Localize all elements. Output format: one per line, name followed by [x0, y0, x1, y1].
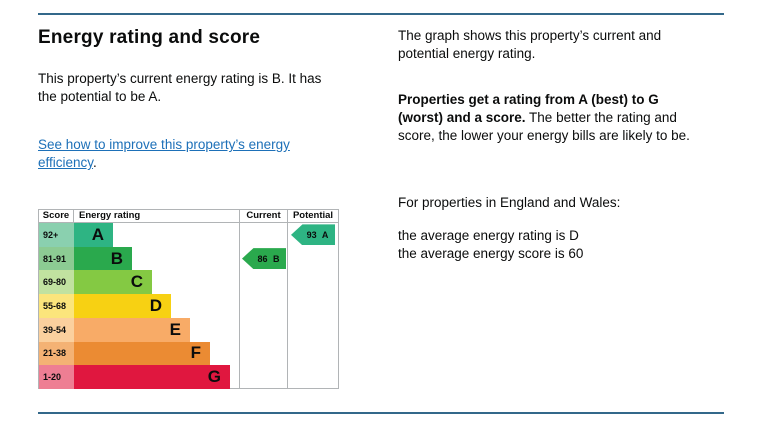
current-rating-summary: This property’s current energy rating is…	[38, 71, 322, 104]
band-row-g: 1-20 G	[39, 365, 239, 390]
score-range-b: 81-91	[39, 246, 74, 271]
score-range-g: 1-20	[39, 365, 74, 390]
band-row-d: 55-68 D	[39, 294, 239, 318]
page-title: Energy rating and score	[38, 27, 261, 48]
rating-explanation-rest: The better the rating and score, the low…	[398, 110, 690, 143]
band-bar-g: G	[74, 365, 230, 390]
graph-description: The graph shows this property’s current …	[398, 28, 662, 61]
potential-column: 93 A	[288, 223, 338, 389]
averages-block: the average energy rating is D the avera…	[398, 227, 694, 263]
column-header-energy-rating: Energy rating	[74, 210, 240, 222]
chart-body: 92+ A 81-91 B 69-80 C 55-68 D 39-54 E 21-38 F 1-20 G …	[39, 223, 338, 390]
current-column: 86 B	[240, 223, 288, 389]
average-score-line: the average energy score is 60	[398, 246, 584, 261]
score-range-a: 92+	[39, 223, 74, 247]
energy-rating-chart: Score Energy rating Current Potential 92…	[38, 209, 339, 390]
rating-explanation: Properties get a rating from A (best) to…	[398, 91, 694, 145]
band-bar-a: A	[74, 223, 113, 247]
rating-explanation-bold: Properties get a rating from A (best) to…	[398, 92, 659, 125]
band-bar-f: F	[74, 341, 210, 366]
column-header-score: Score	[39, 210, 74, 222]
band-row-e: 39-54 E	[39, 317, 239, 342]
potential-rating-arrow: 93 A	[291, 224, 335, 246]
band-row-c: 69-80 C	[39, 270, 239, 295]
bands-column: 92+ A 81-91 B 69-80 C 55-68 D 39-54 E 21-38 F 1-20 G	[39, 223, 240, 390]
score-range-e: 39-54	[39, 317, 74, 342]
column-header-potential: Potential	[292, 210, 334, 221]
section-divider-top	[38, 13, 724, 15]
band-bar-c: C	[74, 270, 152, 295]
score-range-c: 69-80	[39, 270, 74, 295]
band-row-b: 81-91 B	[39, 246, 239, 271]
region-statement: For properties in England and Wales:	[398, 195, 621, 210]
column-header-current: Current	[240, 210, 288, 222]
score-range-f: 21-38	[39, 341, 74, 366]
improve-efficiency-paragraph: See how to improve this property’s energ…	[38, 136, 340, 172]
current-rating-arrow: 86 B	[242, 248, 286, 270]
band-bar-d: D	[74, 294, 171, 318]
section-divider-bottom	[38, 412, 724, 414]
improve-efficiency-link[interactable]: See how to improve this property’s energ…	[38, 137, 290, 170]
band-bar-e: E	[74, 317, 190, 342]
band-row-a: 92+ A	[39, 223, 239, 247]
chart-header-row: Score Energy rating Current Potential	[39, 210, 338, 223]
band-row-f: 21-38 F	[39, 341, 239, 366]
band-bar-b: B	[74, 246, 132, 271]
link-period: .	[93, 155, 97, 170]
score-range-d: 55-68	[39, 294, 74, 318]
average-rating-line: the average energy rating is D	[398, 228, 579, 243]
